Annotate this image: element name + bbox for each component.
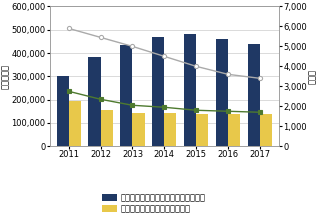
Legend: 法人向けデータ通信売上額（百万円）, 法人向け音声売上額（百万円）, 総合ARPU（スマートフォン）, 総合ARPU（フィーチャーフォン）: 法人向けデータ通信売上額（百万円）, 法人向け音声売上額（百万円）, 総合ARP… [101,192,209,215]
Bar [100,110,113,146]
Y-axis label: （円）: （円） [308,69,317,84]
Bar [152,37,164,146]
Bar [88,57,100,146]
Bar [248,44,260,146]
Y-axis label: （百万円）: （百万円） [1,64,10,89]
Bar [132,113,145,146]
Bar [260,114,272,146]
Bar [164,113,176,146]
Bar [69,101,81,146]
Bar [57,76,69,146]
Bar [184,34,196,146]
Bar [120,45,132,146]
Bar [228,114,240,146]
Bar [216,39,228,146]
Bar [196,114,208,146]
